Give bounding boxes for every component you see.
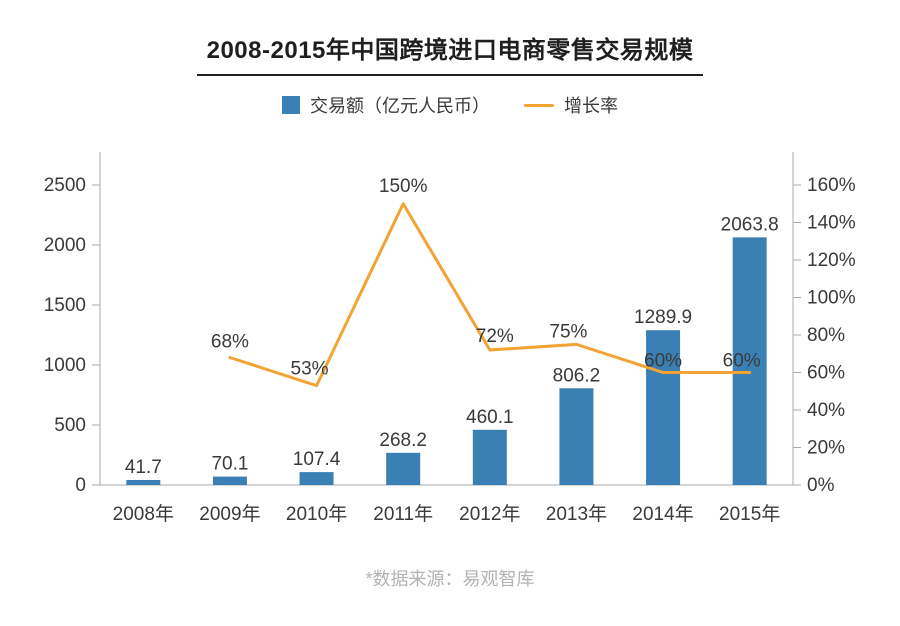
bar-2009年: [212, 476, 247, 485]
title-wrap: 2008-2015年中国跨境进口电商零售交易规模: [0, 30, 900, 76]
bar-value-label: 806.2: [553, 365, 601, 386]
bar-value-label: 70.1: [211, 454, 248, 475]
y-left-tick-label: 2000: [44, 235, 86, 256]
bar-2012年: [472, 429, 507, 485]
x-axis-label: 2012年: [459, 503, 520, 525]
legend-item-transaction: 交易额（亿元人民币）: [282, 92, 490, 118]
y-right-tick-label: 60%: [807, 363, 845, 384]
x-axis-label: 2015年: [719, 503, 780, 525]
bar-value-label: 2063.8: [721, 214, 779, 235]
growth-point-label: 72%: [476, 326, 514, 347]
x-axis-label: 2009年: [199, 503, 260, 525]
growth-point-label: 150%: [379, 176, 428, 197]
bar-value-label: 460.1: [466, 407, 514, 428]
legend-label-growth: 增长率: [564, 96, 618, 116]
y-right-tick-label: 160%: [807, 175, 856, 196]
bar-value-label: 107.4: [293, 449, 341, 470]
bar-series-swatch-icon: [282, 96, 300, 114]
x-axis-label: 2008年: [113, 503, 174, 525]
x-axis-label: 2013年: [546, 503, 607, 525]
y-right-tick-label: 100%: [807, 288, 856, 309]
growth-point-label: 53%: [291, 359, 329, 380]
bar-2013年: [559, 388, 594, 485]
chart-title: 2008-2015年中国跨境进口电商零售交易规模: [196, 30, 704, 76]
bar-2011年: [386, 452, 421, 485]
y-right-tick-label: 80%: [807, 325, 845, 346]
x-axis-label: 2010年: [286, 503, 347, 525]
legend: 交易额（亿元人民币） 增长率: [0, 92, 900, 118]
x-axis-label: 2011年: [373, 503, 433, 525]
x-axis-label: 2014年: [632, 503, 693, 525]
data-source-note: *数据来源：易观智库: [365, 569, 535, 589]
y-right-tick-label: 140%: [807, 213, 856, 234]
legend-label-transaction: 交易额（亿元人民币）: [310, 96, 490, 116]
y-left-tick-label: 500: [54, 415, 86, 436]
line-series-swatch-icon: [524, 103, 554, 107]
bar-2015年: [732, 237, 767, 485]
growth-point-label: 60%: [644, 351, 682, 372]
growth-point-label: 60%: [723, 351, 761, 372]
y-left-tick-label: 1000: [44, 355, 86, 376]
y-left-tick-label: 0: [75, 475, 86, 496]
y-right-tick-label: 0%: [807, 475, 835, 496]
bar-2014年: [646, 330, 681, 485]
legend-item-growth: 增长率: [524, 92, 618, 118]
bar-value-label: 1289.9: [634, 307, 692, 328]
bar-2010年: [299, 472, 334, 485]
bar-value-label: 268.2: [379, 430, 427, 451]
y-left-tick-label: 2500: [44, 175, 86, 196]
y-right-tick-label: 20%: [807, 438, 845, 459]
growth-rate-line: [228, 202, 752, 388]
growth-point-label: 75%: [549, 321, 587, 342]
combo-chart-canvas: 0 500 1000 1500 2000 2500 0% 20% 40% 60% 80% 100% 12…: [44, 152, 856, 525]
growth-point-label: 68%: [211, 332, 249, 353]
y-left-tick-label: 1500: [44, 295, 86, 316]
bar-2008年: [126, 479, 161, 485]
y-right-tick-label: 40%: [807, 400, 845, 421]
bar-value-label: 41.7: [125, 457, 162, 478]
y-right-tick-label: 120%: [807, 250, 856, 271]
